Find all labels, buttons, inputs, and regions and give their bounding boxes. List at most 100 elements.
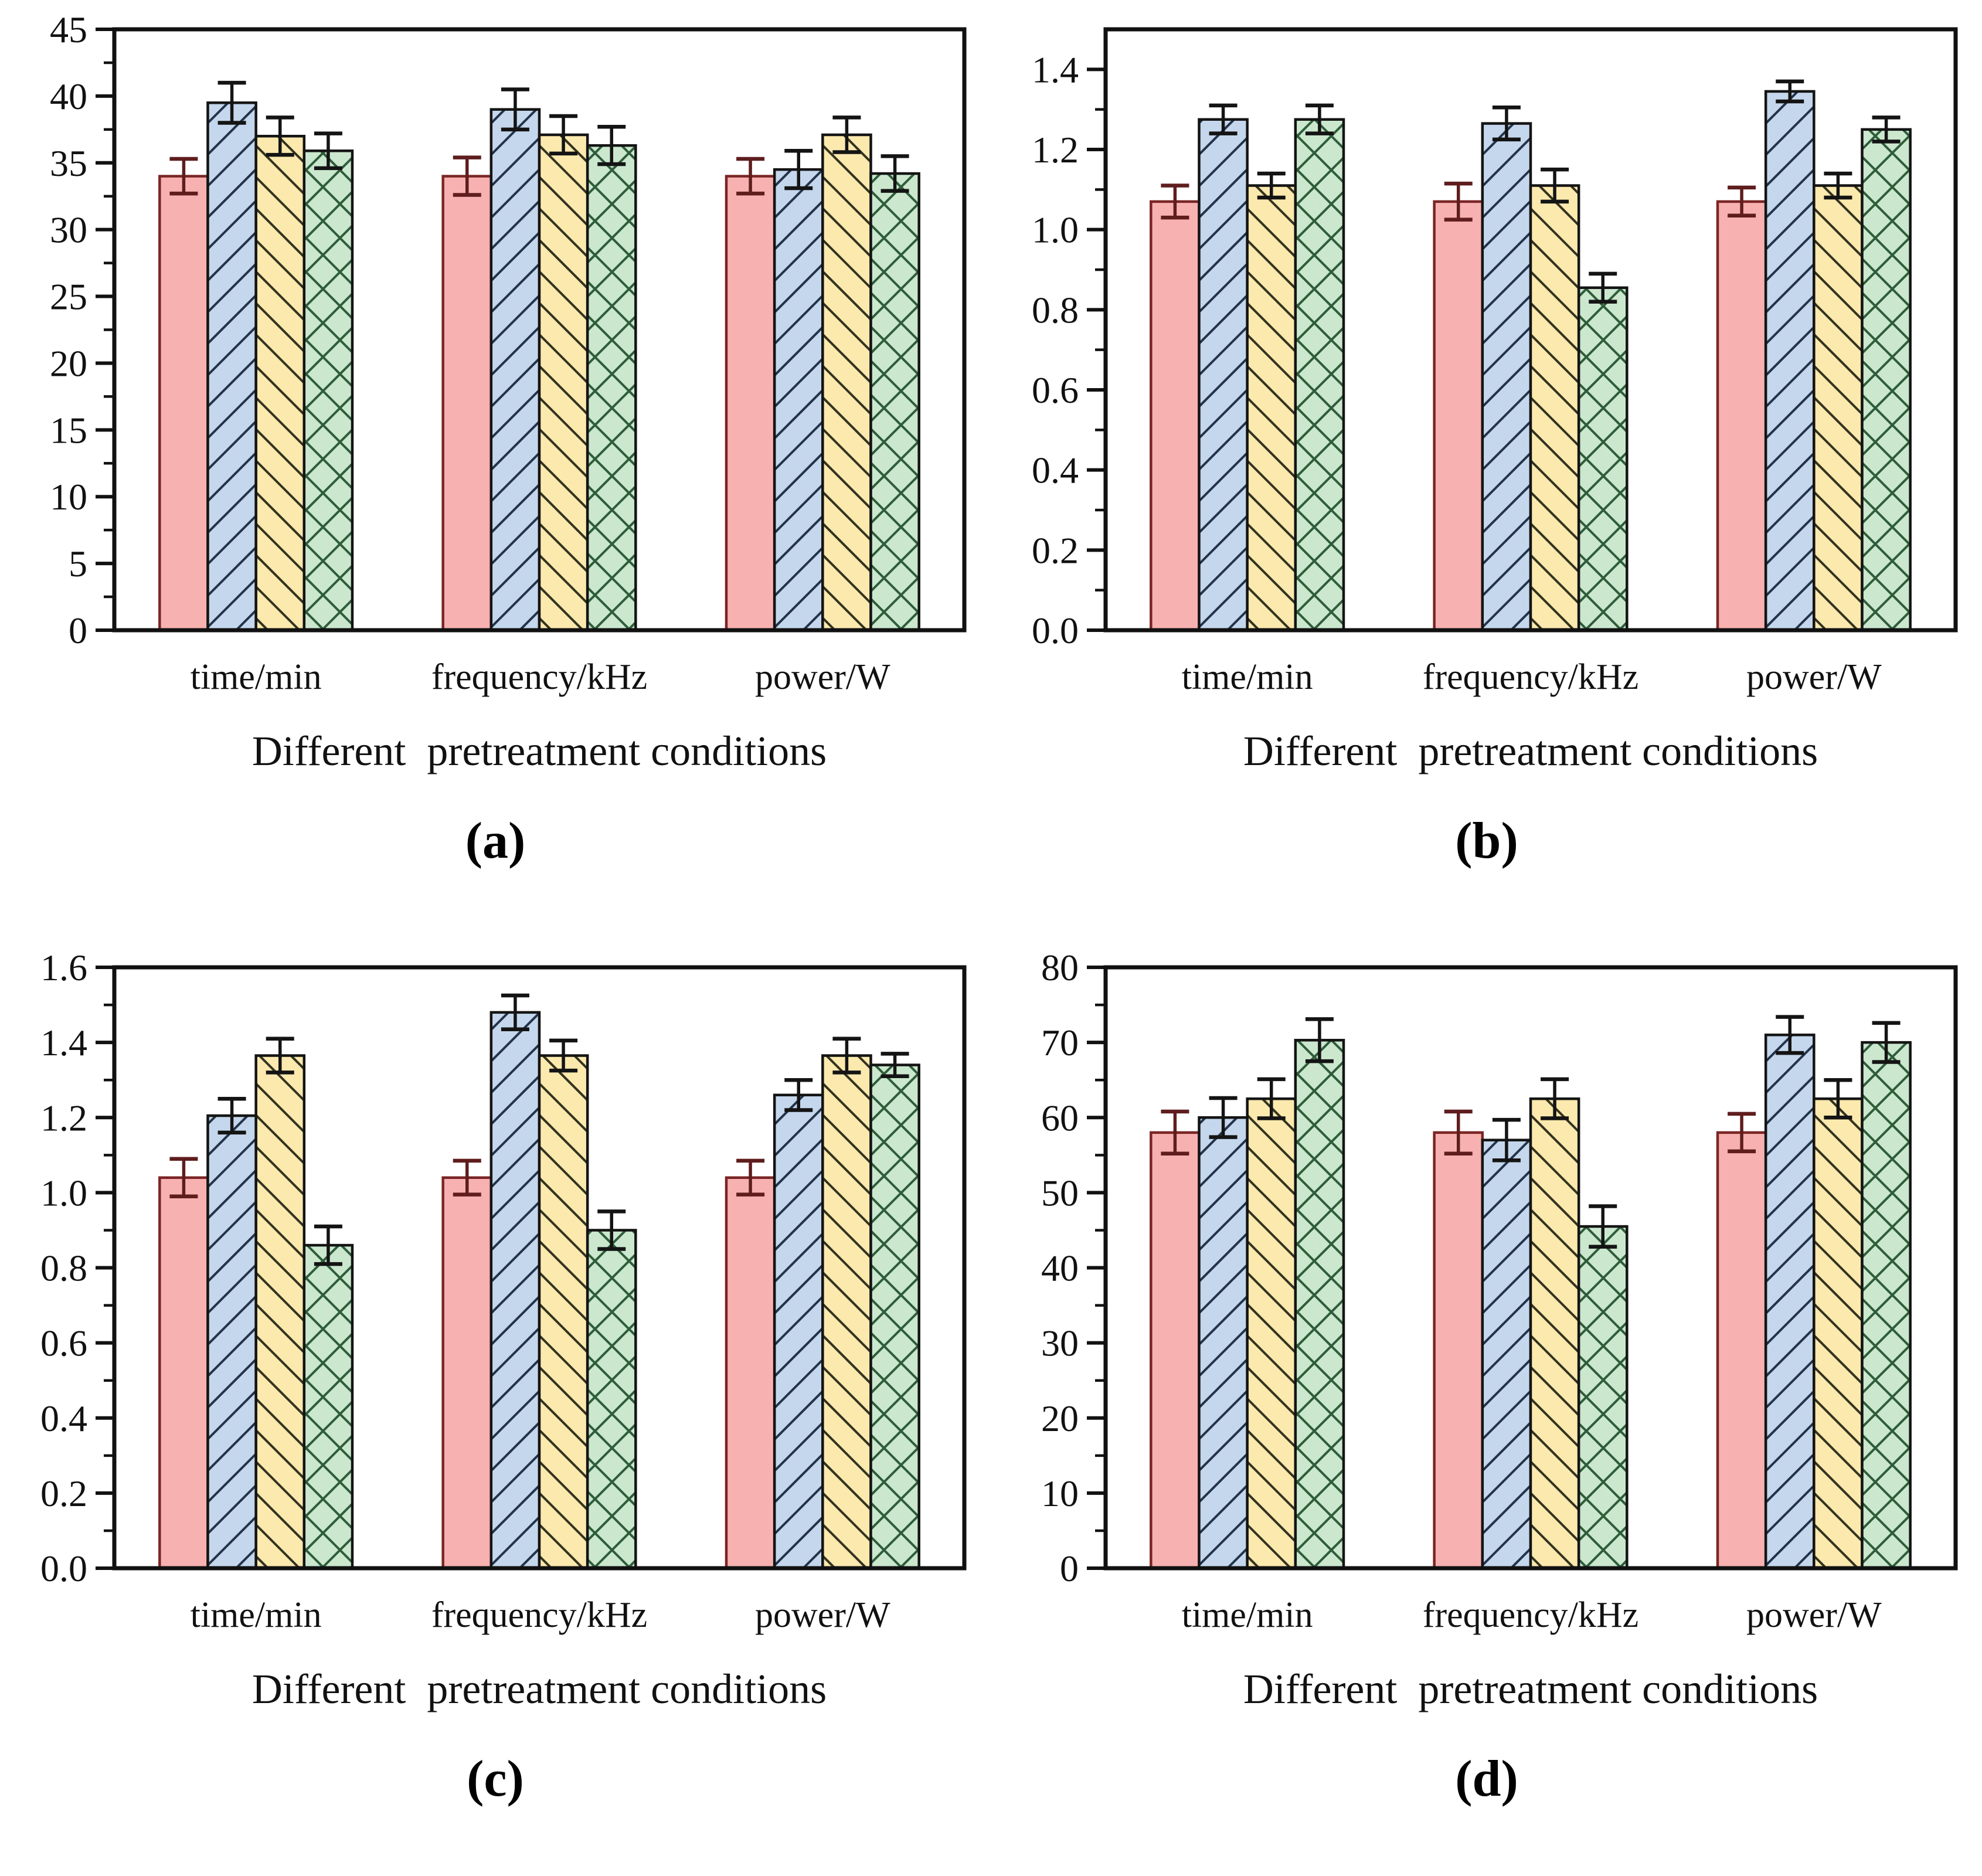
bar-hatch-cross-green [1579,287,1627,630]
bar-hatch-hatch-yellow [1531,185,1579,630]
panel-b: 0.0 0.2 0.4 0.6 0.8 1.0 1.2 1.4 time/min frequenc… [991,0,1982,938]
bar-hatch-hatch-blue [1199,119,1247,630]
y-tick-label: 1.4 [1032,49,1079,90]
panel-d-caption: (d) [1455,1751,1518,1807]
bar-hatch-hatch-yellow [539,134,588,630]
plot-frame [1103,27,1958,633]
bar-hatch-cross-green [587,1230,636,1568]
bar-solid-pink [1718,201,1766,630]
bar-hatch-hatch-yellow [1814,185,1862,630]
y-tick-label: 1.0 [1032,209,1079,251]
panel-d: 0 10 20 30 40 50 60 70 80 time/min frequency/kHz po… [991,938,1982,1876]
bar-hatch-hatch-blue [774,1095,823,1568]
y-tick-label: 0.4 [40,1398,87,1439]
category-label: frequency/kHz [1423,657,1638,697]
bar-hatch-hatch-blue [208,1116,256,1568]
category-label: time/min [191,657,322,697]
y-tick-label: 10 [50,476,87,518]
panel-a-caption: (a) [465,813,526,869]
x-axis-label: Different pretreatment conditions [1243,728,1818,774]
category-label: frequency/kHz [431,657,647,697]
y-tick-label: 0.6 [1032,369,1079,411]
y-tick-label: 0.2 [40,1473,87,1514]
bar-hatch-hatch-yellow [539,1055,588,1568]
bar-hatch-hatch-blue [774,169,823,631]
y-tick-label: 70 [1041,1022,1079,1063]
y-tick-label: 20 [1041,1398,1079,1439]
x-axis-label: Different pretreatment conditions [1243,1666,1818,1712]
bar-hatch-cross-green [1295,1040,1344,1568]
y-tick-label: 40 [50,76,87,117]
bar-hatch-cross-green [1862,129,1910,631]
category-label: time/min [1182,1595,1313,1635]
y-tick-label: 30 [1041,1323,1079,1364]
chart-d-canvas: 0 10 20 30 40 50 60 70 80 time/min frequency/kHz po… [1041,947,1958,1712]
y-tick-label: 0.8 [40,1248,87,1289]
category-label: power/W [755,1595,890,1635]
y-tick-label: 40 [1041,1248,1079,1289]
category-label: power/W [1746,1595,1882,1635]
bar-solid-pink [443,1177,491,1568]
y-tick-label: 1.4 [40,1022,87,1063]
y-tick-label: 35 [50,142,87,184]
bar-hatch-hatch-blue [1482,1140,1531,1568]
panel-c: 0.0 0.2 0.4 0.6 0.8 1.0 1.2 1.4 1.6 time/min frequ… [0,938,991,1876]
x-axis-label: Different pretreatment conditions [252,1666,827,1712]
bar-hatch-cross-green [1579,1226,1627,1568]
y-tick-label: 0 [69,610,87,651]
y-tick-label: 10 [1041,1473,1079,1514]
panel-a: 0 5 10 15 20 25 30 35 40 45 time/min frequency/kHz p… [0,0,991,938]
bar-solid-pink [159,1177,208,1568]
bar-hatch-hatch-yellow [1814,1099,1862,1568]
bar-hatch-hatch-yellow [822,134,871,630]
chart-c-canvas: 0.0 0.2 0.4 0.6 0.8 1.0 1.2 1.4 1.6 time/min frequ… [40,947,967,1712]
bar-hatch-hatch-yellow [1247,185,1296,630]
bar-solid-pink [443,176,491,630]
bar-solid-pink [726,1177,775,1568]
y-tick-label: 0.8 [1032,289,1079,331]
y-tick-label: 0.2 [1032,529,1079,571]
y-tick-label: 0.4 [1032,450,1079,491]
bar-solid-pink [1434,201,1483,630]
bar-hatch-hatch-blue [1199,1117,1247,1568]
y-tick-label: 0.0 [40,1548,87,1589]
panel-c-caption: (c) [467,1751,524,1807]
bar-hatch-hatch-yellow [256,1055,304,1568]
category-label: power/W [755,657,890,697]
category-label: frequency/kHz [1423,1595,1638,1635]
bar-hatch-hatch-yellow [256,136,304,630]
y-tick-label: 15 [50,409,87,451]
bar-solid-pink [1718,1132,1766,1568]
y-tick-label: 20 [50,342,87,384]
chart-a-canvas: 0 5 10 15 20 25 30 35 40 45 time/min frequency/kHz p… [50,9,967,774]
bar-solid-pink [1151,1132,1199,1568]
bar-solid-pink [726,176,775,630]
bar-solid-pink [1434,1132,1483,1568]
plot-frame [112,27,967,633]
y-tick-label: 5 [69,543,87,584]
y-tick-label: 60 [1041,1097,1079,1138]
bar-hatch-cross-green [304,1245,352,1568]
bar-solid-pink [1151,201,1199,630]
y-tick-label: 50 [1041,1172,1079,1214]
bar-hatch-cross-green [304,151,352,630]
bar-hatch-cross-green [871,174,919,630]
y-tick-label: 1.0 [40,1172,87,1214]
category-label: frequency/kHz [431,1595,647,1635]
y-tick-label: 1.6 [40,947,87,988]
bar-hatch-hatch-yellow [1531,1099,1579,1568]
bar-hatch-hatch-yellow [1247,1099,1296,1568]
bar-hatch-hatch-yellow [822,1055,871,1568]
bar-hatch-hatch-blue [491,109,539,630]
y-tick-label: 0.6 [40,1323,87,1364]
bar-hatch-hatch-blue [1482,123,1531,631]
y-tick-label: 1.2 [1032,129,1079,171]
bar-hatch-hatch-blue [491,1012,539,1568]
y-tick-label: 1.2 [40,1097,87,1138]
category-label: time/min [1182,657,1313,697]
bar-hatch-hatch-blue [1766,1035,1814,1568]
bar-hatch-cross-green [871,1065,919,1568]
bar-solid-pink [159,176,208,630]
chart-b-canvas: 0.0 0.2 0.4 0.6 0.8 1.0 1.2 1.4 time/min frequenc… [1032,27,1958,774]
